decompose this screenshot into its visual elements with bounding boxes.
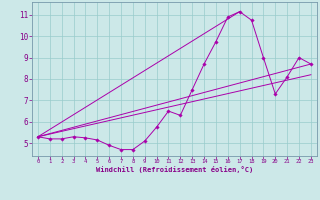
X-axis label: Windchill (Refroidissement éolien,°C): Windchill (Refroidissement éolien,°C): [96, 166, 253, 173]
